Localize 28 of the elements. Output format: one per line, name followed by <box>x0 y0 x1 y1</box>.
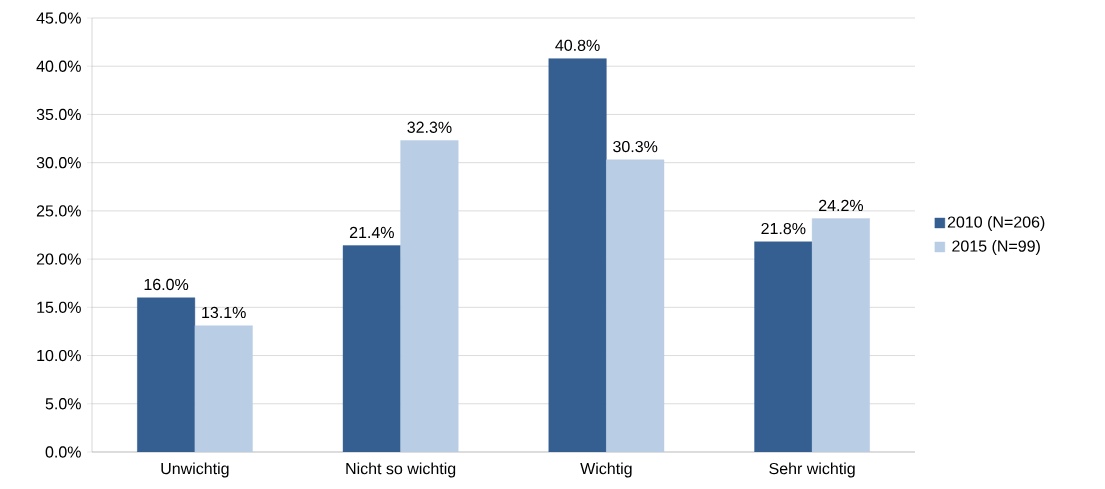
data-label: 24.2% <box>819 199 864 212</box>
bar <box>137 297 196 452</box>
data-label: 40.8% <box>555 39 600 51</box>
y-tick-label: 30.0% <box>36 157 81 169</box>
bar <box>548 58 607 452</box>
data-label: 32.3% <box>407 121 452 133</box>
bar <box>754 241 813 452</box>
y-tick-label: 5.0% <box>45 398 81 410</box>
x-tick-label: Nicht so wichtig <box>346 462 456 478</box>
y-tick-label: 15.0% <box>37 301 81 313</box>
x-tick-label: Unwichtig <box>161 462 229 478</box>
y-tick-label: 10.0% <box>37 349 81 362</box>
data-label: 30.3% <box>613 140 658 153</box>
x-tick-label: Wichtig <box>580 462 632 478</box>
legend-label: 2015 (N=99) <box>952 240 1040 255</box>
x-tick-label: Sehr wichtig <box>769 462 855 478</box>
y-tick-label: 0.0% <box>45 446 81 458</box>
y-tick-label: 20.0% <box>36 253 81 265</box>
bar <box>342 245 401 452</box>
y-tick-label: 25.0% <box>36 205 81 217</box>
legend-label: 2010 (N=206) <box>947 216 1045 231</box>
data-label: 21.4% <box>349 226 394 239</box>
y-tick-label: 35.0% <box>36 108 81 121</box>
data-label: 16.0% <box>144 278 189 291</box>
data-label: 21.8% <box>761 222 806 235</box>
y-tick-label: 45.0% <box>36 12 81 24</box>
y-tick-label: 40.0% <box>36 60 81 72</box>
data-label: 13.1% <box>202 306 246 319</box>
